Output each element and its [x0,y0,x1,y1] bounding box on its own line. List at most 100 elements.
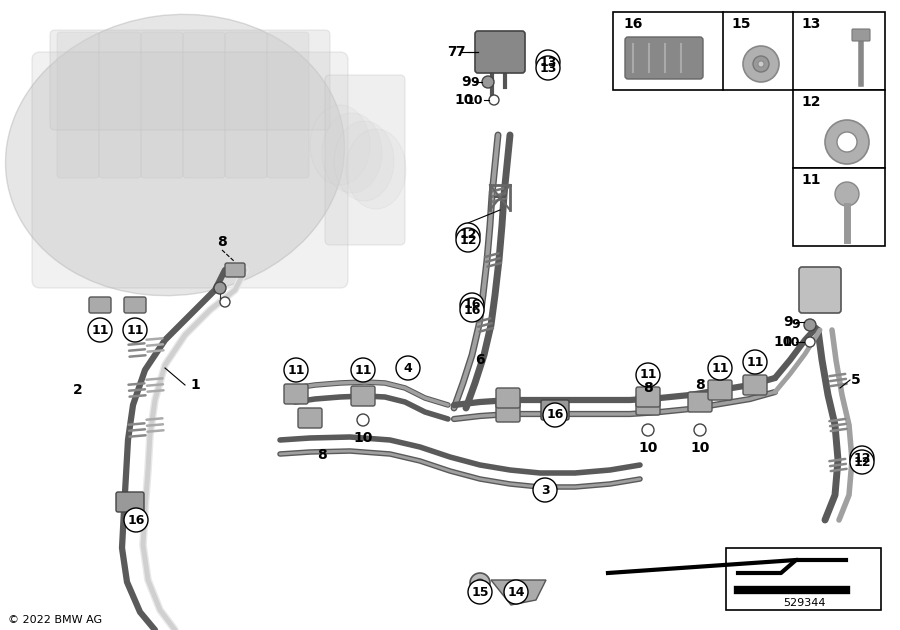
Circle shape [482,76,494,88]
Ellipse shape [346,129,406,209]
FancyBboxPatch shape [284,384,308,404]
FancyBboxPatch shape [726,548,881,610]
FancyBboxPatch shape [613,12,885,90]
FancyBboxPatch shape [688,392,712,412]
Circle shape [468,580,492,604]
Circle shape [825,120,869,164]
FancyBboxPatch shape [298,408,322,428]
FancyBboxPatch shape [225,32,267,178]
Circle shape [123,318,147,342]
Text: 7: 7 [447,45,457,59]
Text: 10: 10 [638,441,658,455]
Circle shape [835,182,859,206]
Circle shape [124,508,148,532]
Text: 13: 13 [539,55,557,69]
Circle shape [837,132,857,152]
Circle shape [533,478,557,502]
Text: 11: 11 [126,323,144,336]
Text: 1: 1 [190,378,200,392]
Circle shape [694,424,706,436]
FancyBboxPatch shape [99,32,141,178]
Text: 3: 3 [541,483,549,496]
Text: 9: 9 [471,76,479,88]
FancyBboxPatch shape [793,90,885,168]
Text: 9: 9 [783,315,793,329]
FancyBboxPatch shape [625,37,703,79]
FancyBboxPatch shape [852,29,870,41]
Text: 12: 12 [801,95,821,109]
FancyBboxPatch shape [225,263,245,277]
Circle shape [805,337,815,347]
FancyBboxPatch shape [50,30,330,130]
Text: 12: 12 [853,452,871,464]
Circle shape [460,298,484,322]
FancyBboxPatch shape [799,267,841,313]
FancyBboxPatch shape [89,297,111,313]
Text: 13: 13 [539,62,557,74]
Text: 16: 16 [623,17,643,31]
Text: 5: 5 [851,373,861,387]
FancyBboxPatch shape [325,75,405,245]
Circle shape [456,228,480,252]
FancyBboxPatch shape [32,52,348,288]
FancyBboxPatch shape [141,32,183,178]
Circle shape [758,61,764,67]
FancyBboxPatch shape [496,388,520,408]
Circle shape [753,56,769,72]
FancyBboxPatch shape [183,32,225,178]
FancyBboxPatch shape [496,402,520,422]
Text: 7: 7 [455,45,465,59]
Circle shape [536,56,560,80]
Text: 10: 10 [782,336,800,348]
Text: 8: 8 [317,448,327,462]
Text: 9: 9 [791,319,800,331]
FancyBboxPatch shape [636,395,660,415]
FancyBboxPatch shape [636,387,660,407]
Text: 9: 9 [462,75,471,89]
FancyBboxPatch shape [541,400,569,420]
Text: 10: 10 [465,93,483,106]
Circle shape [220,297,230,307]
Text: © 2022 BMW AG: © 2022 BMW AG [8,615,102,625]
FancyBboxPatch shape [743,375,767,395]
Text: 11: 11 [91,323,109,336]
Circle shape [470,573,490,593]
Circle shape [504,580,528,604]
Text: 10: 10 [354,431,373,445]
Text: 6: 6 [475,353,485,367]
Text: 15: 15 [472,585,489,598]
Text: 11: 11 [711,362,729,374]
Text: 16: 16 [546,408,563,421]
Text: 11: 11 [801,173,821,187]
FancyBboxPatch shape [57,32,99,178]
Text: 11: 11 [746,355,764,369]
Circle shape [489,95,499,105]
FancyBboxPatch shape [351,386,375,406]
Text: 8: 8 [644,381,652,395]
Text: 10: 10 [690,441,710,455]
Text: 11: 11 [287,364,305,377]
Circle shape [642,424,654,436]
Circle shape [708,356,732,380]
Circle shape [284,358,308,382]
Circle shape [460,293,484,317]
Text: 11: 11 [639,369,657,382]
FancyBboxPatch shape [267,32,309,178]
FancyBboxPatch shape [116,492,144,512]
Text: 10: 10 [454,93,474,107]
Circle shape [543,403,567,427]
Text: 12: 12 [853,455,871,469]
Text: 11: 11 [355,364,372,377]
Ellipse shape [5,14,345,295]
Text: 15: 15 [731,17,751,31]
Circle shape [357,414,369,426]
FancyBboxPatch shape [708,380,732,400]
Circle shape [456,223,480,247]
FancyBboxPatch shape [124,297,146,313]
Text: 16: 16 [464,299,481,311]
Circle shape [88,318,112,342]
Text: 12: 12 [459,234,477,246]
Polygon shape [491,580,546,605]
Ellipse shape [322,113,382,193]
Text: 14: 14 [508,585,525,598]
